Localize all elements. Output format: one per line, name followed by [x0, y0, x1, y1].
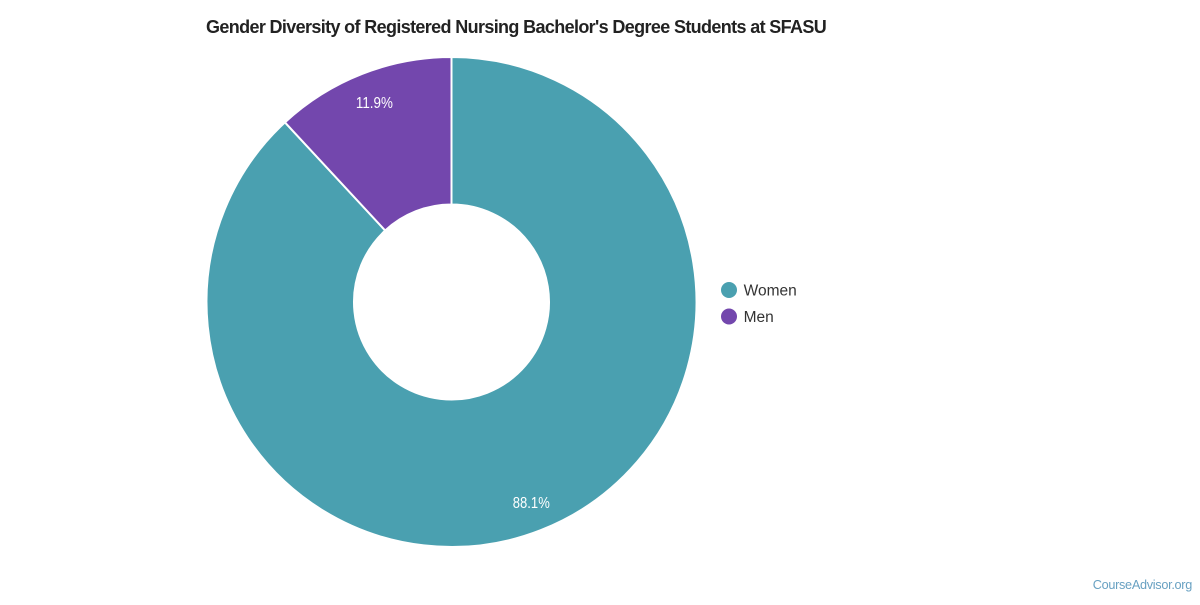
- svg-text:88.1%: 88.1%: [513, 495, 550, 512]
- svg-text:Men: Men: [744, 309, 774, 326]
- svg-text:Women: Women: [744, 283, 797, 300]
- svg-text:11.9%: 11.9%: [356, 95, 393, 112]
